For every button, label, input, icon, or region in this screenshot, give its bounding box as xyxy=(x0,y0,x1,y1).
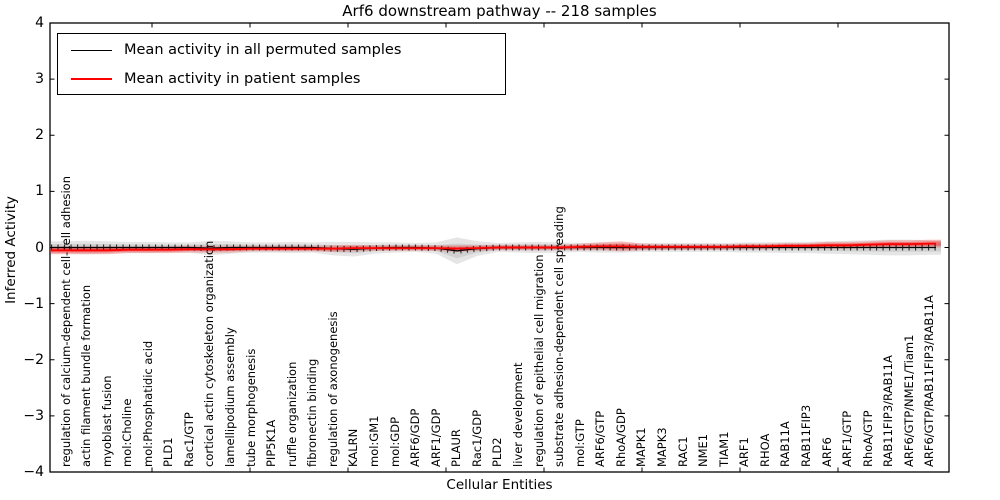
x-tick-label: PLAUR xyxy=(449,429,464,467)
x-tick-label: liver development xyxy=(511,362,526,467)
y-tick-label: 4 xyxy=(35,15,44,31)
y-tick-label: 1 xyxy=(35,183,44,200)
x-tick-label: substrate adhesion-dependent cell spread… xyxy=(552,206,567,467)
patient-activity-spread-inner xyxy=(51,241,941,253)
x-tick-label: RHOA xyxy=(757,433,772,467)
permuted-mean-line xyxy=(51,246,936,252)
chart-title: Arf6 downstream pathway -- 218 samples xyxy=(342,2,657,20)
x-tick-label: ARF6 xyxy=(819,437,834,467)
permuted-mean-markers xyxy=(51,244,936,254)
x-tick-label: MAPK3 xyxy=(655,427,670,467)
x-tick-label: RAB11FIP3/RAB11A xyxy=(881,355,896,467)
x-tick-label: mol:GM1 xyxy=(367,415,382,467)
y-tick-label: −1 xyxy=(23,295,44,312)
x-tick-label: mol:Phosphatidic acid xyxy=(140,340,155,467)
x-tick-label: Rac1/GDP xyxy=(469,409,484,467)
x-tick-label: MAPK1 xyxy=(634,427,649,467)
y-tick-label: −3 xyxy=(23,407,44,424)
x-tick-label: RAC1 xyxy=(675,436,690,467)
x-tick-label: ARF6/GTP/NME1/Tiam1 xyxy=(901,334,916,467)
y-tick-label: 3 xyxy=(35,71,44,88)
x-tick-label: RAB11A xyxy=(778,421,793,467)
x-tick-label: TIAM1 xyxy=(716,431,731,467)
x-tick-label: regulation of epithelial cell migration xyxy=(531,254,546,467)
patient-mean-line xyxy=(51,242,936,252)
x-tick-label: ARF6/GDP xyxy=(408,408,423,467)
permuted-activity-spread-outer xyxy=(51,237,941,265)
x-tick-label: RhoA/GTP xyxy=(860,410,875,467)
x-axis-label: Cellular Entities xyxy=(446,477,553,493)
x-tick-label: RhoA/GDP xyxy=(613,408,628,467)
x-tick-label: tube morphogenesis xyxy=(243,348,258,467)
y-tick-label: 2 xyxy=(35,127,44,144)
x-tick-label: ARF1 xyxy=(737,437,752,467)
patient-activity-spread-outer xyxy=(51,239,941,255)
x-tick-label: ARF1/GTP xyxy=(840,410,855,467)
x-tick-label: ARF6/GTP/RAB11FIP3/RAB11A xyxy=(922,295,937,467)
legend-item-permuted: Mean activity in all permuted samples xyxy=(58,37,505,63)
x-tick-label: KALRN xyxy=(346,428,361,467)
legend-item-patient: Mean activity in patient samples xyxy=(58,66,505,92)
x-tick-label: PLD2 xyxy=(490,437,505,467)
patient-line-swatch xyxy=(71,78,112,80)
permuted-activity-spread-inner xyxy=(51,243,941,259)
legend-label: Mean activity in all permuted samples xyxy=(124,42,402,58)
legend-label: Mean activity in patient samples xyxy=(124,71,361,87)
x-tick-label: actin filament bundle formation xyxy=(79,284,94,467)
x-tick-label: PIP5K1A xyxy=(264,419,279,467)
x-tick-label: NME1 xyxy=(696,433,711,467)
x-tick-label: PLD1 xyxy=(161,437,176,467)
x-tick-label: ruffle organization xyxy=(284,361,299,467)
x-tick-label: regulation of axonogenesis xyxy=(325,311,340,467)
x-tick-label: RAB11FIP3 xyxy=(799,404,814,467)
x-tick-label: ARF1/GDP xyxy=(428,408,443,467)
y-tick-label: 0 xyxy=(35,239,44,256)
x-tick-label: mol:Choline xyxy=(120,398,135,467)
x-tick-label: mol:GTP xyxy=(572,419,587,467)
permuted-line-swatch xyxy=(71,49,112,51)
x-tick-label: regulation of calcium-dependent cell-cel… xyxy=(58,176,73,467)
x-tick-label: Rac1/GTP xyxy=(181,412,196,467)
x-tick-label: myoblast fusion xyxy=(99,375,114,467)
x-tick-label: cortical actin cytoskeleton organization xyxy=(202,240,217,467)
y-tick-label: −4 xyxy=(23,464,44,480)
x-tick-label: lamellipodium assembly xyxy=(223,327,238,467)
x-tick-label: ARF6/GTP xyxy=(593,410,608,467)
y-tick-label: −2 xyxy=(23,351,44,368)
x-tick-label: mol:GDP xyxy=(387,416,402,467)
x-tick-label: fibronectin binding xyxy=(305,358,320,467)
legend: Mean activity in all permuted samples Me… xyxy=(57,33,506,95)
